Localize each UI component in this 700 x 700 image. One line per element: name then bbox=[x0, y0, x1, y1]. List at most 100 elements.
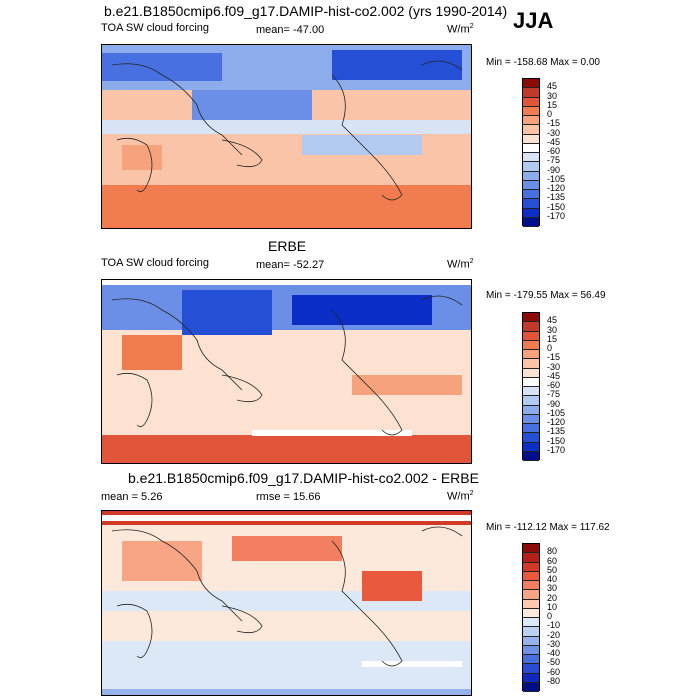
panel2-colorbar bbox=[522, 312, 540, 461]
colorbar-tick-label: 80 bbox=[547, 546, 558, 557]
colorbar-segment bbox=[523, 664, 539, 674]
colorbar-tick-label: 0 bbox=[547, 611, 553, 621]
colorbar-segment bbox=[523, 682, 539, 692]
colorbar-segment bbox=[523, 544, 539, 554]
colorbar-tick-label: -170 bbox=[547, 444, 566, 455]
colorbar-tick-label: -60 bbox=[547, 666, 561, 677]
colorbar-tick-label: -30 bbox=[547, 361, 561, 372]
colorbar-segment bbox=[523, 331, 539, 341]
colorbar-tick-label: -50 bbox=[547, 657, 561, 668]
panel1-units: W/m2 bbox=[447, 23, 474, 36]
colorbar-tick-label: 0 bbox=[547, 343, 553, 353]
colorbar-tick-label: 45 bbox=[547, 315, 558, 326]
colorbar-segment bbox=[523, 645, 539, 655]
colorbar-segment bbox=[523, 562, 539, 572]
colorbar-segment bbox=[523, 153, 539, 163]
colorbar-segment bbox=[523, 571, 539, 581]
colorbar-segment bbox=[523, 199, 539, 209]
colorbar-segment bbox=[523, 396, 539, 406]
colorbar-segment bbox=[523, 106, 539, 116]
panel2-field-label: TOA SW cloud forcing bbox=[101, 257, 210, 269]
colorbar-tick-label: -150 bbox=[547, 201, 566, 212]
colorbar-segment bbox=[523, 424, 539, 434]
colorbar-segment bbox=[523, 217, 539, 227]
colorbar-segment bbox=[523, 116, 539, 126]
colorbar-tick-label: -105 bbox=[547, 173, 566, 184]
colorbar-segment bbox=[523, 134, 539, 144]
colorbar-segment bbox=[523, 368, 539, 378]
panel3-units: W/m2 bbox=[447, 490, 474, 503]
colorbar-segment bbox=[523, 322, 539, 332]
panel3-colorbar bbox=[522, 543, 540, 692]
panel2-title: ERBE bbox=[268, 238, 307, 254]
colorbar-segment bbox=[523, 180, 539, 190]
panel1-title: b.e21.B1850cmip6.f09_g17.DAMIP-hist-co2.… bbox=[104, 3, 508, 19]
colorbar-segment bbox=[523, 599, 539, 609]
colorbar-tick-label: -40 bbox=[547, 648, 561, 658]
colorbar-tick-label: 30 bbox=[547, 583, 558, 594]
colorbar-tick-label: -45 bbox=[547, 136, 561, 147]
colorbar-tick-label: -30 bbox=[547, 638, 561, 649]
colorbar-tick-label: 15 bbox=[547, 333, 558, 344]
colorbar-segment bbox=[523, 618, 539, 628]
panel1-minmax: Min = -158.68 Max = 0.00 bbox=[486, 57, 600, 68]
panel3-mean: mean = 5.26 bbox=[101, 491, 163, 503]
colorbar-tick-label: -170 bbox=[547, 210, 566, 221]
colorbar-segment bbox=[523, 442, 539, 452]
panel1-map bbox=[101, 44, 472, 229]
colorbar-tick-label: 40 bbox=[547, 574, 558, 584]
colorbar-tick-label: 15 bbox=[547, 99, 558, 110]
colorbar-segment bbox=[523, 162, 539, 172]
colorbar-tick-label: -135 bbox=[547, 426, 566, 437]
colorbar-tick-label: -30 bbox=[547, 127, 561, 138]
colorbar-segment bbox=[523, 377, 539, 387]
colorbar-segment bbox=[523, 387, 539, 397]
panel2-minmax: Min = -179.55 Max = 56.49 bbox=[486, 290, 606, 301]
colorbar-tick-label: -90 bbox=[547, 164, 561, 175]
panel2-units: W/m2 bbox=[447, 258, 474, 271]
panel2-map bbox=[101, 279, 472, 464]
colorbar-tick-label: 45 bbox=[547, 81, 558, 92]
panel3-map bbox=[101, 510, 472, 696]
colorbar-tick-label: -75 bbox=[547, 155, 561, 166]
colorbar-tick-label: -15 bbox=[547, 118, 561, 129]
colorbar-tick-label: -75 bbox=[547, 389, 561, 400]
panel1-field-label: TOA SW cloud forcing bbox=[101, 22, 210, 34]
colorbar-tick-label: -150 bbox=[547, 435, 566, 446]
colorbar-segment bbox=[523, 171, 539, 181]
colorbar-segment bbox=[523, 553, 539, 563]
colorbar-segment bbox=[523, 590, 539, 600]
colorbar-tick-label: 20 bbox=[547, 592, 558, 603]
colorbar-segment bbox=[523, 581, 539, 591]
colorbar-segment bbox=[523, 451, 539, 461]
colorbar-tick-label: -20 bbox=[547, 629, 561, 640]
colorbar-segment bbox=[523, 97, 539, 107]
colorbar-tick-label: -120 bbox=[547, 183, 566, 193]
colorbar-segment bbox=[523, 359, 539, 369]
colorbar-tick-label: 30 bbox=[547, 90, 558, 101]
colorbar-segment bbox=[523, 414, 539, 424]
colorbar-tick-label: 50 bbox=[547, 564, 558, 575]
panel3-minmax: Min = -112.12 Max = 117.62 bbox=[486, 522, 610, 533]
colorbar-segment bbox=[523, 655, 539, 665]
season-label: JJA bbox=[513, 8, 554, 33]
colorbar-tick-label: -105 bbox=[547, 407, 566, 418]
colorbar-segment bbox=[523, 608, 539, 618]
colorbar-segment bbox=[523, 125, 539, 135]
colorbar-tick-label: 30 bbox=[547, 324, 558, 335]
colorbar-segment bbox=[523, 208, 539, 218]
panel3-rmse: rmse = 15.66 bbox=[256, 491, 321, 503]
colorbar-segment bbox=[523, 313, 539, 323]
colorbar-tick-label: -15 bbox=[547, 352, 561, 363]
colorbar-tick-label: -45 bbox=[547, 370, 561, 381]
panel3-title: b.e21.B1850cmip6.f09_g17.DAMIP-hist-co2.… bbox=[128, 470, 479, 486]
panel1-mean: mean= -47.00 bbox=[256, 24, 325, 36]
colorbar-segment bbox=[523, 190, 539, 200]
colorbar-segment bbox=[523, 433, 539, 443]
colorbar-segment bbox=[523, 636, 539, 646]
colorbar-tick-label: -60 bbox=[547, 146, 561, 156]
colorbar-tick-label: -135 bbox=[547, 192, 566, 203]
colorbar-segment bbox=[523, 88, 539, 98]
colorbar-segment bbox=[523, 340, 539, 350]
colorbar-tick-label: 10 bbox=[547, 601, 558, 612]
